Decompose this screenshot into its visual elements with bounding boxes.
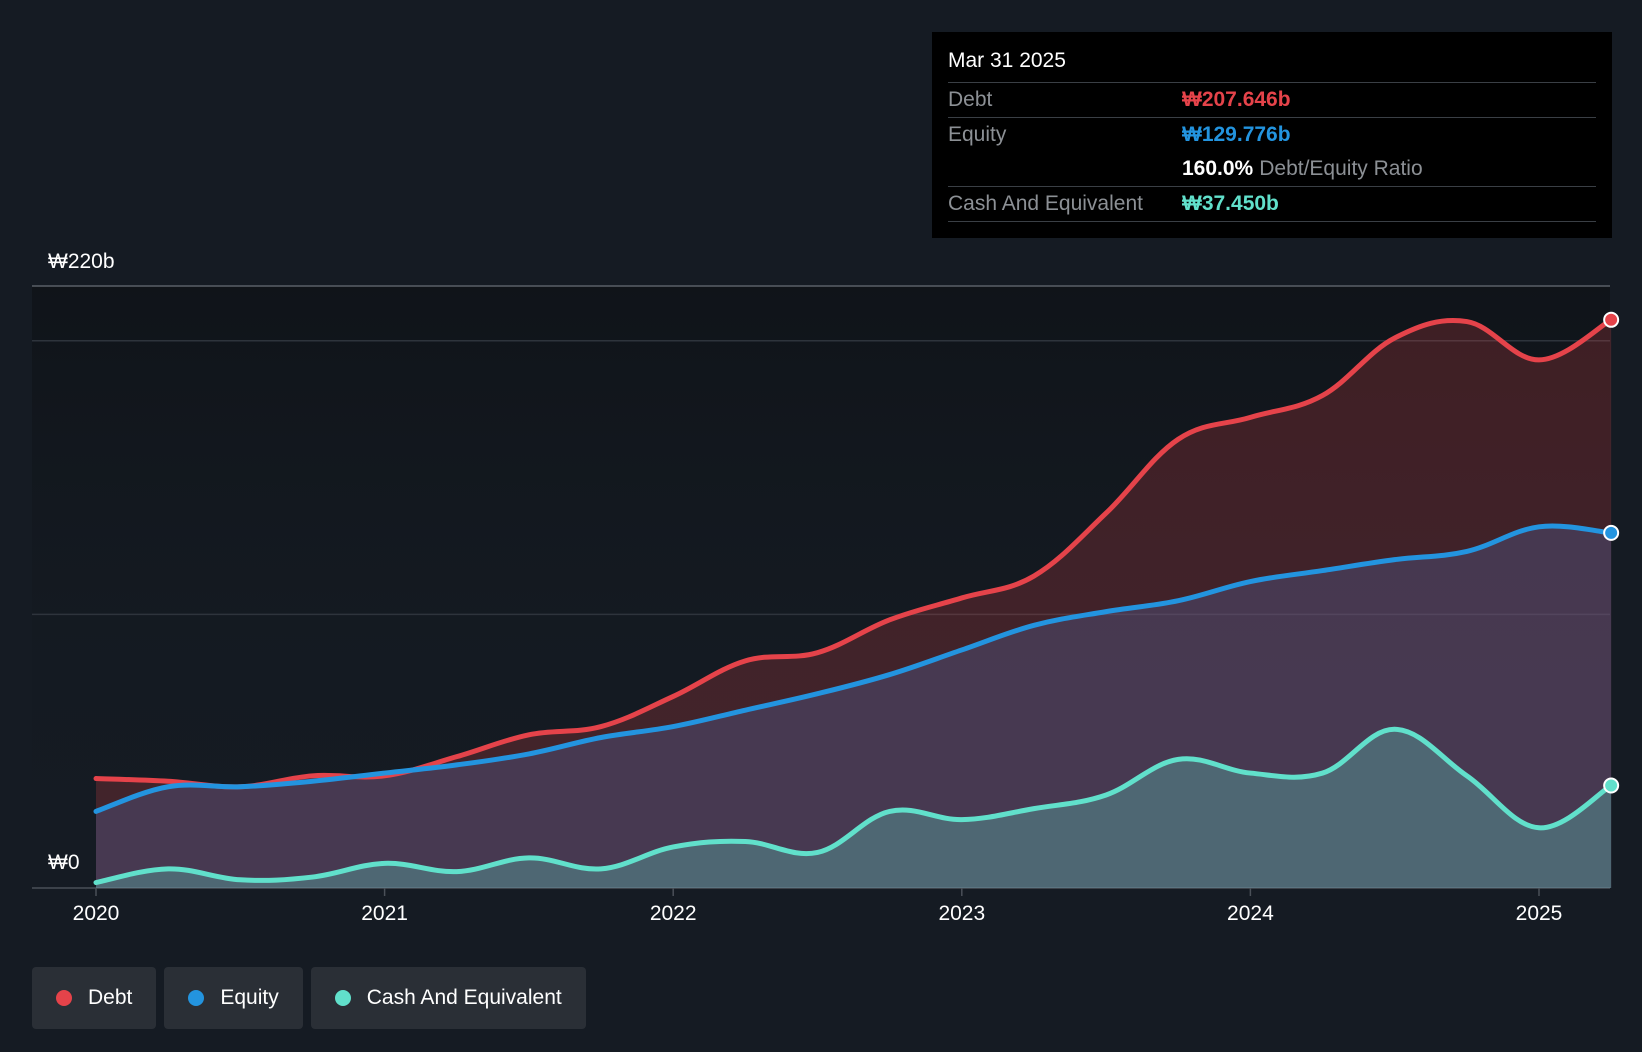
tooltip-equity-label: Equity [948, 123, 1007, 146]
x-tick-label: 2021 [361, 902, 408, 925]
equity-dot-icon [188, 990, 205, 1006]
x-tick-label: 2022 [650, 902, 697, 925]
cash-dot-icon [334, 990, 351, 1006]
tooltip-date: Mar 31 2025 [948, 49, 1066, 72]
y-axis-min-label: ₩0 [48, 851, 80, 874]
plot-background [32, 286, 1610, 888]
debt-dot-icon [56, 990, 72, 1006]
cash-line [93, 726, 1614, 886]
tooltip-cash-label: Cash And Equivalent [948, 192, 1143, 215]
legend-label-debt: Debt [88, 986, 133, 1009]
tooltip-debt-value: ₩207.646b [1182, 88, 1291, 111]
legend-item-debt[interactable]: Debt [32, 967, 157, 1029]
tooltip: Mar 31 2025 Debt ₩207.646b Equity ₩129.7… [932, 32, 1612, 238]
legend-item-cash[interactable]: Cash And Equivalent [310, 967, 586, 1029]
tooltip-debt-label: Debt [948, 88, 993, 111]
cash-endpoint-marker[interactable] [1603, 777, 1620, 794]
equity-endpoint-marker[interactable] [1603, 524, 1620, 541]
tooltip-ratio-value: 160.0% [1182, 157, 1254, 180]
equity-area [96, 526, 1612, 888]
legend-item-equity[interactable]: Equity [164, 967, 303, 1029]
debt-area [96, 319, 1612, 888]
x-tick-label: 2025 [1516, 902, 1563, 925]
x-tick-label: 2023 [938, 902, 985, 925]
legend-label-equity: Equity [220, 986, 279, 1009]
tooltip-ratio-label: Debt/Equity Ratio [1259, 157, 1423, 180]
equity-line [93, 523, 1614, 814]
tooltip-cash-value: ₩37.450b [1182, 192, 1279, 215]
cash-area [96, 729, 1612, 888]
debt-endpoint-marker[interactable] [1603, 311, 1620, 328]
y-axis-max-label: ₩220b [48, 250, 115, 273]
x-tick-label: 2020 [73, 902, 120, 925]
legend: Debt Equity Cash And Equivalent [32, 967, 586, 1029]
x-tick-label: 2024 [1227, 902, 1274, 925]
legend-label-cash: Cash And Equivalent [366, 986, 562, 1009]
tooltip-equity-value: ₩129.776b [1182, 123, 1291, 146]
